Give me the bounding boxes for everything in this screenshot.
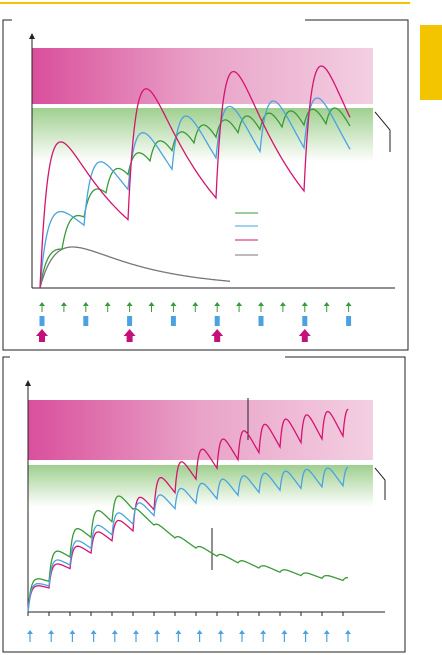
dose-arrow-large [211, 329, 224, 342]
dose-arrow-small-head [323, 630, 330, 634]
dose-arrow-small-head [279, 302, 286, 306]
dose-arrow-small-head [60, 302, 67, 306]
dose-arrow-small-head [258, 302, 264, 306]
bracket [374, 467, 386, 500]
curve-pink [39, 65, 351, 289]
dose-arrow-small-head [126, 302, 133, 306]
dose-arrow-small-head [301, 302, 308, 306]
dose-arrow-small-head [192, 302, 199, 306]
dose-bar [170, 316, 176, 326]
dose-bar [127, 316, 133, 326]
dose-arrow-small-head [345, 630, 351, 634]
dose-bar [214, 316, 220, 326]
dose-arrow-small-head [133, 630, 139, 634]
dose-arrow-small-head [236, 302, 243, 306]
dose-bar [83, 316, 89, 326]
dose-arrow-small-head [214, 302, 221, 306]
dose-arrow-small-head [111, 630, 118, 634]
dose-arrow-large [123, 329, 136, 342]
curve-gray [39, 246, 230, 289]
dose-bar [302, 316, 308, 326]
dose-arrow-small-head [260, 630, 267, 634]
dose-arrow-small-head [345, 302, 352, 306]
panel-frame [2, 356, 406, 653]
curve-green [27, 495, 348, 613]
dose-arrow-small-head [323, 302, 330, 306]
dose-arrow-large [36, 329, 48, 342]
curve-pink [27, 408, 349, 613]
dose-arrow-small-head [170, 302, 177, 306]
dose-bar [346, 316, 352, 326]
dose-arrow-large [298, 329, 311, 342]
dose-arrow-small-head [39, 302, 45, 306]
dose-arrow-small-head [90, 630, 97, 634]
dose-arrow-small-head [104, 302, 111, 306]
dose-arrow-small-head [239, 630, 245, 634]
dose-arrow-small-head [154, 630, 161, 634]
dose-arrow-small-head [302, 630, 309, 634]
dose-arrow-small-head [281, 630, 288, 634]
side-tab [420, 25, 442, 100]
toxic-band [32, 48, 373, 104]
dose-arrow-small-head [175, 630, 182, 634]
panel-frame [2, 19, 409, 351]
dose-bar [258, 316, 264, 326]
dose-arrow-small-head [148, 302, 155, 306]
curve-green [39, 107, 351, 289]
dose-bar [39, 316, 45, 326]
bracket [374, 111, 391, 152]
dose-arrow-small-head [196, 630, 203, 634]
curve-blue [39, 97, 351, 289]
dose-arrow-small-head [69, 630, 76, 634]
dose-arrow-small-head [82, 302, 89, 306]
dose-arrow-small-head [48, 630, 55, 634]
therapeutic-band [28, 465, 373, 507]
dose-arrow-small-head [27, 630, 33, 634]
curve-blue [27, 466, 349, 613]
dose-arrow-small-head [217, 630, 224, 634]
